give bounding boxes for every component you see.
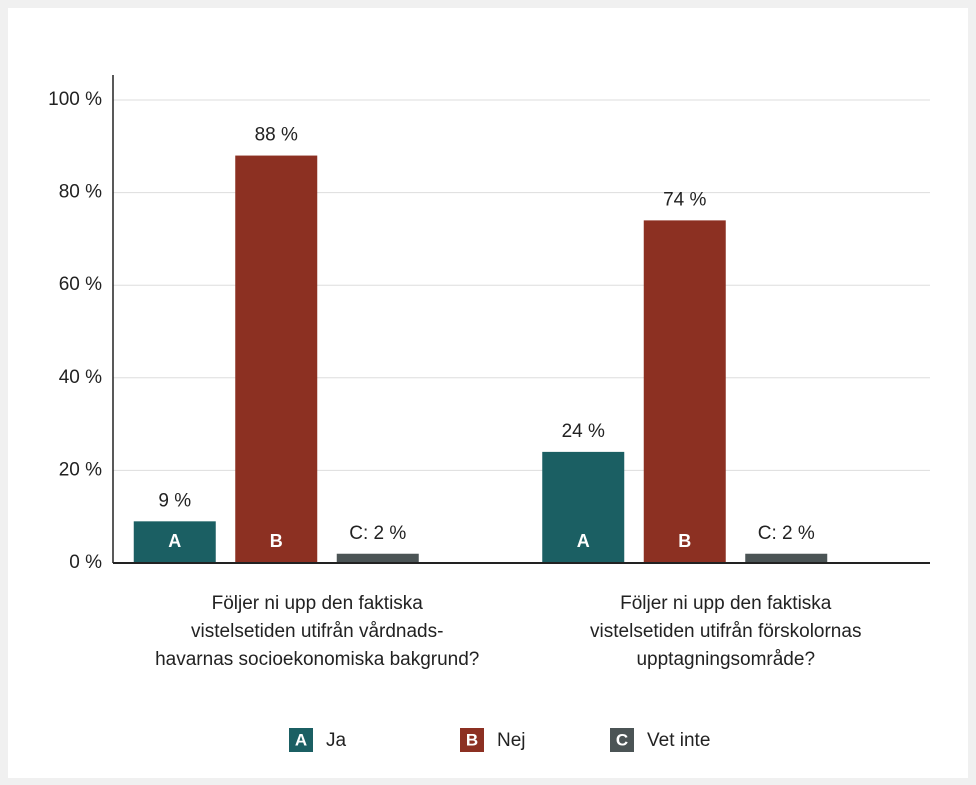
x-tick-label: Följer ni upp den faktiska vistelsetiden… bbox=[590, 593, 862, 670]
legend-key: B bbox=[466, 730, 478, 749]
bar bbox=[643, 220, 726, 563]
legend-label: Nej bbox=[497, 730, 526, 751]
bar-key: B bbox=[270, 531, 283, 551]
legend-label: Vet inte bbox=[647, 730, 710, 751]
bar-key: B bbox=[678, 531, 691, 551]
legend-key: C bbox=[616, 730, 628, 749]
y-tick-label: 80 % bbox=[59, 182, 102, 203]
bar bbox=[133, 521, 216, 563]
bar bbox=[336, 553, 419, 563]
bar bbox=[235, 155, 318, 563]
legend-label: Ja bbox=[326, 730, 347, 751]
value-label: C: 2 % bbox=[349, 523, 406, 544]
legend-key: A bbox=[295, 730, 307, 749]
bar bbox=[745, 553, 828, 563]
y-tick-label: 100 % bbox=[48, 89, 102, 110]
y-tick-label: 0 % bbox=[69, 552, 102, 573]
value-label: 88 % bbox=[255, 125, 298, 146]
legend-swatch bbox=[289, 728, 313, 752]
y-tick-label: 20 % bbox=[59, 459, 102, 480]
value-label: 9 % bbox=[158, 490, 191, 511]
legend-swatch bbox=[610, 728, 634, 752]
y-tick-label: 60 % bbox=[59, 274, 102, 295]
bar-key: A bbox=[168, 531, 181, 551]
legend-swatch bbox=[460, 728, 484, 752]
value-label: C: 2 % bbox=[758, 523, 815, 544]
bar-key: A bbox=[577, 531, 590, 551]
value-label: 24 % bbox=[562, 421, 605, 442]
y-tick-label: 40 % bbox=[59, 367, 102, 388]
value-label: 74 % bbox=[663, 189, 706, 210]
panel bbox=[8, 8, 968, 778]
x-tick-label: Följer ni upp den faktiska vistelsetiden… bbox=[155, 593, 480, 670]
bar bbox=[542, 451, 625, 563]
